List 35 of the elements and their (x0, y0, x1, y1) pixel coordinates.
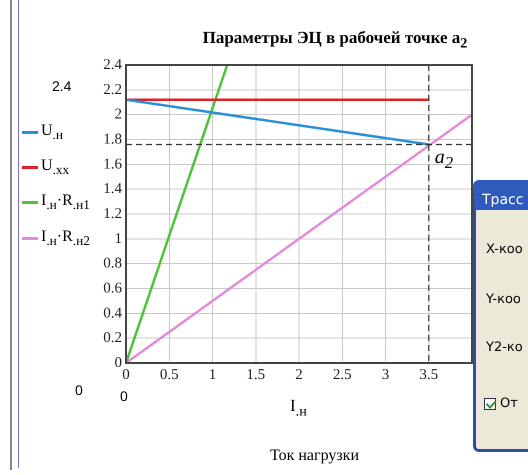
y-tick-label: 0 (114, 354, 122, 371)
text: 0 (75, 382, 83, 398)
text: Y-коо (486, 292, 521, 307)
y-tick-label: 1.2 (103, 206, 122, 222)
text: Y2-ко (486, 340, 523, 355)
y-tick-label: 2.4 (103, 56, 122, 73)
x-tick-label: 2 (295, 366, 303, 383)
legend-label: U$_{.xx}$ (41, 157, 70, 178)
text: От (500, 396, 518, 411)
legend-label: U$_{.н}$ (41, 122, 64, 144)
y-tick-label: 2.2 (103, 82, 122, 98)
y-tick-label: 1 (114, 230, 122, 247)
legend-label: I$_{.н}$·R$_{.н2}$ (41, 228, 90, 249)
y-tick-label: 1.6 (103, 156, 122, 172)
y-tick-label: 0.8 (103, 256, 122, 272)
y-tick-label: 2 (114, 106, 122, 123)
text: X-коо (486, 242, 523, 257)
x-tick-label: 0.5 (160, 366, 179, 383)
y-tick-label: 0.6 (103, 280, 122, 296)
y-tick-label: 0.2 (103, 330, 122, 346)
x-tick-label: 1.5 (246, 366, 266, 383)
y-tick-label: 1.4 (103, 181, 122, 198)
annotation: a$_{2}$ (434, 146, 454, 174)
y-tick-label: 0.4 (103, 305, 122, 322)
text: Ток нагрузки (270, 447, 360, 465)
text: Трасс (482, 192, 524, 208)
x-axis-title: I$_{.н}$ (290, 396, 307, 420)
text: 2.4 (52, 78, 72, 94)
y-tick-label: 1.8 (103, 131, 122, 148)
x-tick-label: 2.5 (332, 366, 352, 383)
legend-label: I$_{.н}$·R$_{.н1}$ (41, 192, 90, 214)
chart-title: Параметры ЭЦ в рабочей точке a$_{2}$ (202, 28, 468, 52)
x-tick-label: 3 (382, 366, 390, 383)
x-tick-label: 1 (208, 366, 216, 383)
x-tick-label: 3.5 (419, 366, 438, 383)
